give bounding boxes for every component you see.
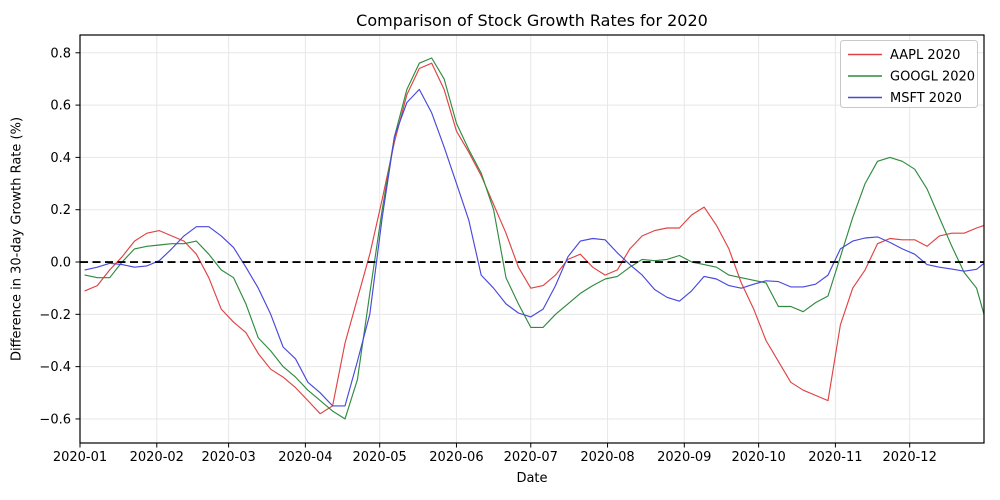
legend: AAPL 2020 GOOGL 2020 MSFT 2020	[840, 40, 978, 108]
x-tick-label: 2020-04	[278, 450, 332, 465]
y-tick-label: 0.2	[50, 203, 71, 218]
y-tick-label: −0.2	[39, 308, 71, 323]
y-tick-label: 0.8	[50, 46, 71, 61]
series-line-msft-2020	[84, 88, 985, 407]
legend-label-aapl-2020: AAPL 2020	[890, 48, 960, 63]
legend-label-googl-2020: GOOGL 2020	[890, 70, 975, 85]
series-line-aapl-2020	[84, 62, 985, 415]
legend-box	[840, 40, 978, 108]
x-tick-label: 2020-09	[657, 450, 711, 465]
series-line-googl-2020	[84, 57, 985, 420]
y-tick-label: 0.0	[50, 256, 71, 271]
x-axis-label: Date	[516, 471, 548, 486]
x-tick-label: 2020-12	[883, 450, 937, 465]
plot-area-border	[79, 34, 985, 444]
x-tick-label: 2020-05	[353, 450, 407, 465]
x-tick-label: 2020-06	[429, 450, 483, 465]
chart-title: Comparison of Stock Growth Rates for 202…	[356, 11, 708, 30]
x-tick-label: 2020-03	[201, 450, 255, 465]
x-tick-label: 2020-07	[504, 450, 558, 465]
x-tick-label: 2020-08	[580, 450, 634, 465]
x-tick-label: 2020-01	[53, 450, 107, 465]
legend-label-msft-2020: MSFT 2020	[890, 91, 962, 106]
y-tick-label: −0.4	[39, 360, 71, 375]
y-tick-label: −0.6	[39, 412, 71, 427]
y-tick-label: 0.4	[50, 151, 71, 166]
x-tick-label: 2020-10	[731, 450, 785, 465]
y-tick-label: 0.6	[50, 99, 71, 114]
x-tick-label: 2020-02	[130, 450, 184, 465]
y-axis-label: Difference in 30-day Growth Rate (%)	[9, 116, 25, 362]
x-tick-label: 2020-11	[808, 450, 862, 465]
